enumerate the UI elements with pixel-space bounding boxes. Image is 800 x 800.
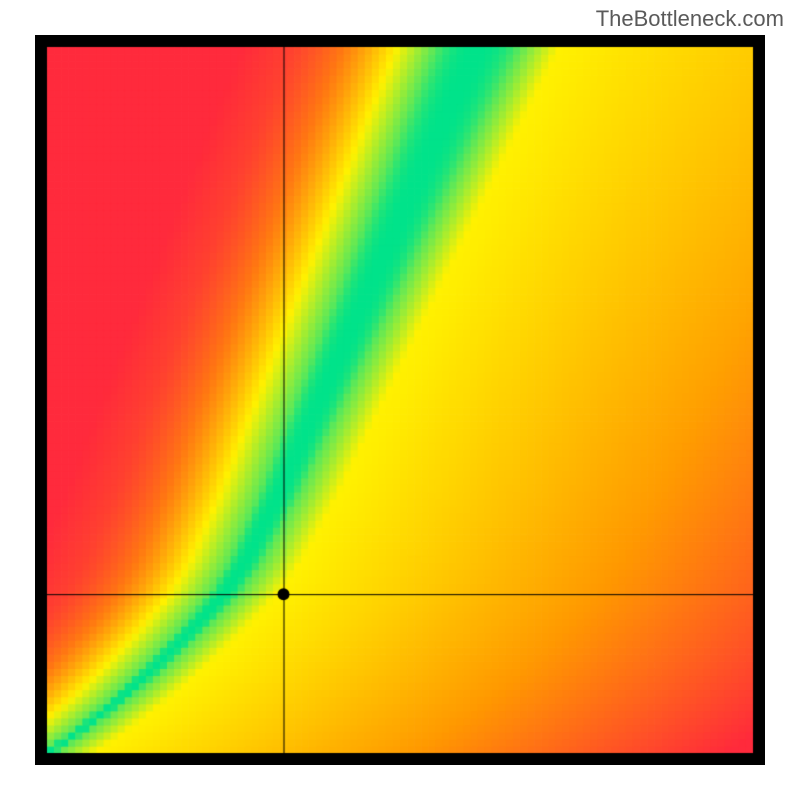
bottleneck-heatmap xyxy=(35,35,765,765)
watermark-text: TheBottleneck.com xyxy=(596,6,784,32)
